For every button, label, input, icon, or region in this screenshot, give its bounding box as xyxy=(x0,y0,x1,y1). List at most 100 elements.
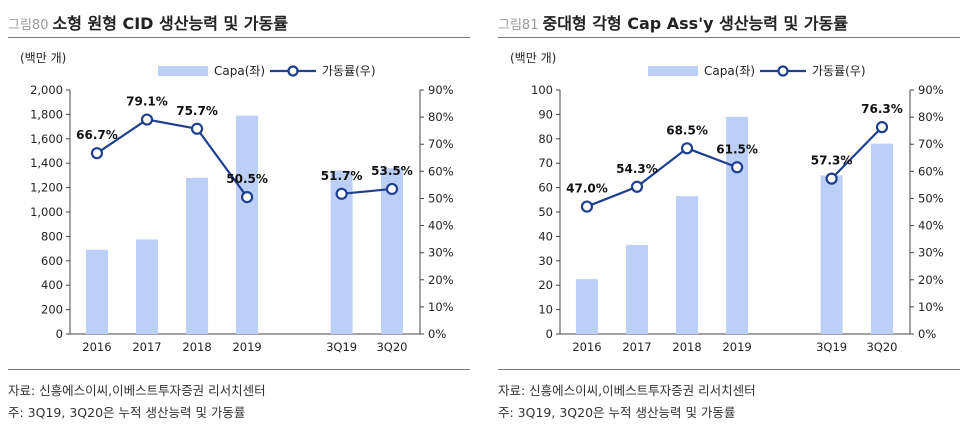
y-tick-label-left: 400 xyxy=(41,278,63,292)
point-utilization xyxy=(680,142,694,155)
point-utilization xyxy=(731,161,744,174)
y-tick-label-right: 30% xyxy=(918,246,944,260)
y-tick-label-left: 2,000 xyxy=(30,83,63,97)
source-text: 자료: 신흥에스이씨,이베스트투자증권 리서치센터 xyxy=(8,383,266,398)
data-label-utilization: 57.3% xyxy=(811,154,853,168)
point-utilization xyxy=(385,182,399,196)
data-label-utilization: 79.1% xyxy=(126,95,168,109)
y-tick-label-right: 80% xyxy=(428,110,454,124)
x-tick-label: 3Q19 xyxy=(326,340,357,354)
data-label-utilization: 54.3% xyxy=(616,162,658,176)
source-divider xyxy=(498,369,960,370)
x-tick-label: 2016 xyxy=(572,340,601,354)
y-tick-label-right: 50% xyxy=(428,191,454,205)
y-tick-label-right: 20% xyxy=(428,273,454,287)
point-utilization xyxy=(825,172,838,185)
x-tick-label: 2019 xyxy=(722,340,751,354)
y-tick-label-left: 80 xyxy=(538,132,553,146)
data-label-utilization: 61.5% xyxy=(716,142,758,156)
data-label-utilization: 76.3% xyxy=(861,102,903,116)
y-tick-label-right: 70% xyxy=(428,137,454,151)
bar-capa xyxy=(186,177,209,334)
x-tick-label: 2018 xyxy=(672,340,701,354)
y-tick-label-left: 1,000 xyxy=(30,205,63,219)
y-unit-label: (백만 개) xyxy=(510,51,556,65)
x-tick-label: 2019 xyxy=(232,340,261,354)
y-tick-label-left: 20 xyxy=(538,278,553,292)
source-divider xyxy=(8,369,470,370)
y-tick-label-right: 40% xyxy=(918,219,944,233)
y-tick-label-left: 70 xyxy=(538,156,553,170)
line-utilization-annual xyxy=(96,118,248,198)
legend-swatch-capa xyxy=(158,66,208,76)
bar-capa xyxy=(575,279,598,334)
y-tick-label-left: 1,600 xyxy=(30,132,63,146)
data-label-utilization: 66.7% xyxy=(76,128,118,142)
data-label-utilization: 75.7% xyxy=(176,104,218,118)
bar-capa xyxy=(871,143,893,334)
point-utilization xyxy=(190,122,204,135)
figure-number: 그림80 xyxy=(8,18,49,33)
figure-title-text: 소형 원형 CID 생산능력 및 가동률 xyxy=(52,14,288,33)
line-utilization-quarterly xyxy=(341,187,393,195)
y-tick-label-left: 800 xyxy=(41,229,63,243)
y-tick-label-right: 80% xyxy=(918,110,944,124)
figure-title: 그림81 중대형 각형 Cap Ass'y 생산능력 및 가동률 xyxy=(498,10,848,34)
legend-label-utilization: 가동률(우) xyxy=(812,64,866,78)
data-label-utilization: 50.5% xyxy=(226,172,268,186)
legend-label-capa: Capa(좌) xyxy=(214,64,265,78)
y-tick-label-left: 1,800 xyxy=(30,107,63,121)
y-tick-label-left: 50 xyxy=(538,205,553,219)
point-utilization xyxy=(335,187,348,200)
chart-panel-left: 그림80 소형 원형 CID 생산능력 및 가동률 (백만 개) Capa(좌) 가동… xyxy=(8,0,478,434)
x-tick-label: 3Q20 xyxy=(376,340,407,354)
y-tick-label-right: 60% xyxy=(428,164,454,178)
bar-capa xyxy=(381,168,403,334)
chart-panel-right: 그림81 중대형 각형 Cap Ass'y 생산능력 및 가동률 (백만 개) Ca… xyxy=(498,0,968,434)
title-divider xyxy=(498,37,960,38)
data-label-utilization: 47.0% xyxy=(566,182,608,196)
legend-swatch-capa xyxy=(648,66,698,76)
data-label-utilization: 51.7% xyxy=(321,169,363,183)
point-utilization xyxy=(630,180,644,193)
y-tick-label-right: 90% xyxy=(918,83,944,97)
y-tick-label-right: 10% xyxy=(428,300,454,314)
point-utilization xyxy=(875,121,889,134)
legend-marker-utilization xyxy=(777,65,789,77)
y-tick-label-right: 0% xyxy=(428,327,446,341)
y-tick-label-left: 600 xyxy=(41,254,63,268)
y-tick-label-left: 100 xyxy=(531,83,553,97)
point-utilization xyxy=(241,190,254,204)
y-tick-label-left: 1,400 xyxy=(30,156,63,170)
bar-capa xyxy=(85,249,108,334)
figure-title-text: 중대형 각형 Cap Ass'y 생산능력 및 가동률 xyxy=(542,14,849,33)
bar-capa xyxy=(820,175,843,334)
data-label-utilization: 53.5% xyxy=(371,164,413,178)
x-tick-label: 2017 xyxy=(622,340,651,354)
x-tick-label: 2017 xyxy=(132,340,161,354)
legend-label-utilization: 가동률(우) xyxy=(322,64,376,78)
y-tick-label-left: 30 xyxy=(538,254,553,268)
legend-marker-utilization xyxy=(287,65,299,77)
y-tick-label-left: 0 xyxy=(546,327,553,341)
x-tick-label: 2016 xyxy=(82,340,111,354)
y-tick-label-left: 90 xyxy=(538,107,553,121)
y-tick-label-right: 30% xyxy=(428,246,454,260)
bar-capa xyxy=(676,196,699,334)
bar-capa xyxy=(330,170,353,334)
y-tick-label-right: 60% xyxy=(918,164,944,178)
y-tick-label-right: 0% xyxy=(918,327,936,341)
figure-number: 그림81 xyxy=(498,18,539,33)
bar-capa xyxy=(236,115,259,335)
bar-capa xyxy=(726,116,749,334)
x-tick-label: 2018 xyxy=(182,340,211,354)
bar-capa xyxy=(626,244,648,334)
capa-utilization-chart: (백만 개) Capa(좌) 가동률(우) 0 200 400 600 800 1,000 1,2… xyxy=(20,51,454,354)
y-tick-label-left: 40 xyxy=(538,229,553,243)
x-tick-label: 3Q19 xyxy=(816,340,847,354)
y-tick-label-right: 50% xyxy=(918,191,944,205)
y-tick-label-left: 60 xyxy=(538,181,553,195)
capa-utilization-chart: (백만 개) Capa(좌) 가동률(우) 0 10 20 30 40 50 60 70 80 90 10… xyxy=(510,51,944,354)
data-label-utilization: 68.5% xyxy=(666,123,708,137)
line-utilization-quarterly xyxy=(830,126,883,180)
